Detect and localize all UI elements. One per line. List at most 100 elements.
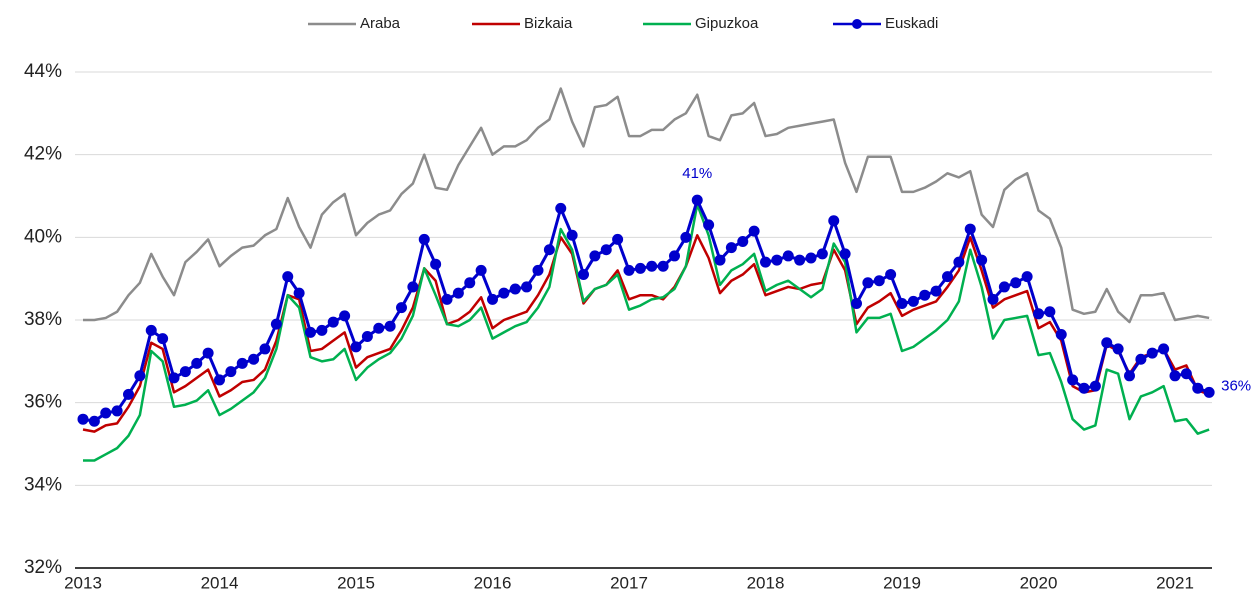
- point-marker: [452, 287, 464, 299]
- point-marker: [543, 244, 555, 256]
- x-tick-label: 2020: [1020, 573, 1058, 592]
- point-marker: [942, 271, 953, 283]
- y-tick-label: 40%: [24, 226, 62, 247]
- point-marker: [805, 252, 817, 264]
- point-marker: [703, 219, 715, 231]
- point-marker: [873, 275, 885, 287]
- point-marker: [191, 357, 203, 369]
- point-marker: [1135, 353, 1147, 365]
- point-marker: [1055, 328, 1067, 340]
- legend-label: Gipuzkoa: [695, 15, 759, 32]
- point-marker: [839, 248, 851, 260]
- point-marker: [1010, 277, 1022, 289]
- point-marker: [430, 258, 442, 270]
- point-marker: [214, 374, 225, 386]
- series-line: [82, 234, 1210, 433]
- data-label: 36%: [1221, 377, 1251, 394]
- point-marker: [862, 277, 874, 289]
- point-marker: [691, 194, 703, 206]
- point-marker: [794, 254, 806, 266]
- point-marker: [782, 250, 794, 262]
- point-marker: [748, 225, 760, 237]
- y-tick-label: 44%: [24, 61, 62, 82]
- point-marker: [521, 281, 533, 293]
- point-marker: [828, 215, 840, 227]
- y-tick-label: 36%: [24, 392, 62, 413]
- x-tick-label: 2016: [474, 573, 512, 592]
- point-marker: [293, 287, 305, 299]
- point-marker: [566, 229, 578, 241]
- point-marker: [168, 372, 180, 384]
- point-marker: [998, 281, 1010, 293]
- point-marker: [532, 264, 544, 276]
- point-marker: [987, 293, 999, 305]
- point-marker: [248, 353, 260, 365]
- x-tick-label: 2018: [747, 573, 785, 592]
- point-marker: [930, 285, 942, 297]
- point-marker: [1146, 347, 1158, 359]
- x-tick-label: 2017: [610, 573, 648, 592]
- point-marker: [714, 254, 726, 266]
- legend-label: Euskadi: [885, 15, 938, 32]
- point-marker: [236, 357, 248, 369]
- point-marker: [907, 295, 919, 307]
- point-marker: [327, 316, 339, 328]
- point-marker: [88, 415, 100, 427]
- legend-marker: [852, 19, 862, 29]
- legend-label: Bizkaia: [524, 15, 573, 32]
- point-marker: [1192, 382, 1204, 394]
- point-marker: [1067, 374, 1079, 386]
- point-marker: [384, 320, 396, 332]
- point-marker: [919, 289, 931, 301]
- point-marker: [555, 202, 567, 214]
- legend-label: Araba: [360, 15, 401, 32]
- point-marker: [953, 256, 965, 268]
- point-marker: [1078, 382, 1090, 394]
- point-marker: [225, 366, 237, 378]
- point-marker: [612, 233, 624, 245]
- point-marker: [441, 293, 453, 305]
- point-marker: [270, 318, 282, 330]
- point-marker: [396, 302, 407, 314]
- point-marker: [737, 235, 749, 247]
- y-tick-label: 32%: [24, 557, 62, 578]
- point-marker: [259, 343, 271, 355]
- point-marker: [1044, 306, 1056, 318]
- point-marker: [123, 388, 134, 400]
- point-marker: [509, 283, 521, 295]
- point-marker: [964, 223, 976, 235]
- point-marker: [77, 413, 89, 425]
- point-marker: [600, 244, 612, 256]
- point-marker: [646, 260, 658, 272]
- point-marker: [1124, 370, 1135, 382]
- point-marker: [1180, 368, 1192, 380]
- point-marker: [760, 256, 771, 268]
- point-marker: [976, 254, 988, 266]
- point-marker: [589, 250, 601, 262]
- point-marker: [1169, 370, 1181, 382]
- y-tick-label: 42%: [24, 144, 62, 165]
- point-marker: [885, 269, 897, 281]
- point-marker: [100, 407, 112, 419]
- x-tick-label: 2013: [64, 573, 102, 592]
- point-marker: [896, 297, 908, 309]
- point-marker: [339, 310, 351, 322]
- point-marker: [578, 269, 589, 281]
- point-marker: [1203, 386, 1215, 398]
- x-tick-label: 2021: [1156, 573, 1194, 592]
- point-marker: [725, 242, 737, 254]
- point-marker: [282, 271, 294, 283]
- point-marker: [1112, 343, 1124, 355]
- point-marker: [1089, 380, 1101, 392]
- point-marker: [623, 264, 635, 276]
- point-marker: [202, 347, 214, 359]
- point-marker: [1033, 308, 1044, 320]
- point-marker: [464, 277, 476, 289]
- x-tick-label: 2019: [883, 573, 921, 592]
- x-tick-label: 2014: [201, 573, 239, 592]
- point-marker: [1101, 337, 1113, 349]
- point-marker: [669, 250, 680, 262]
- y-tick-label: 34%: [24, 474, 62, 495]
- point-marker: [1021, 271, 1033, 283]
